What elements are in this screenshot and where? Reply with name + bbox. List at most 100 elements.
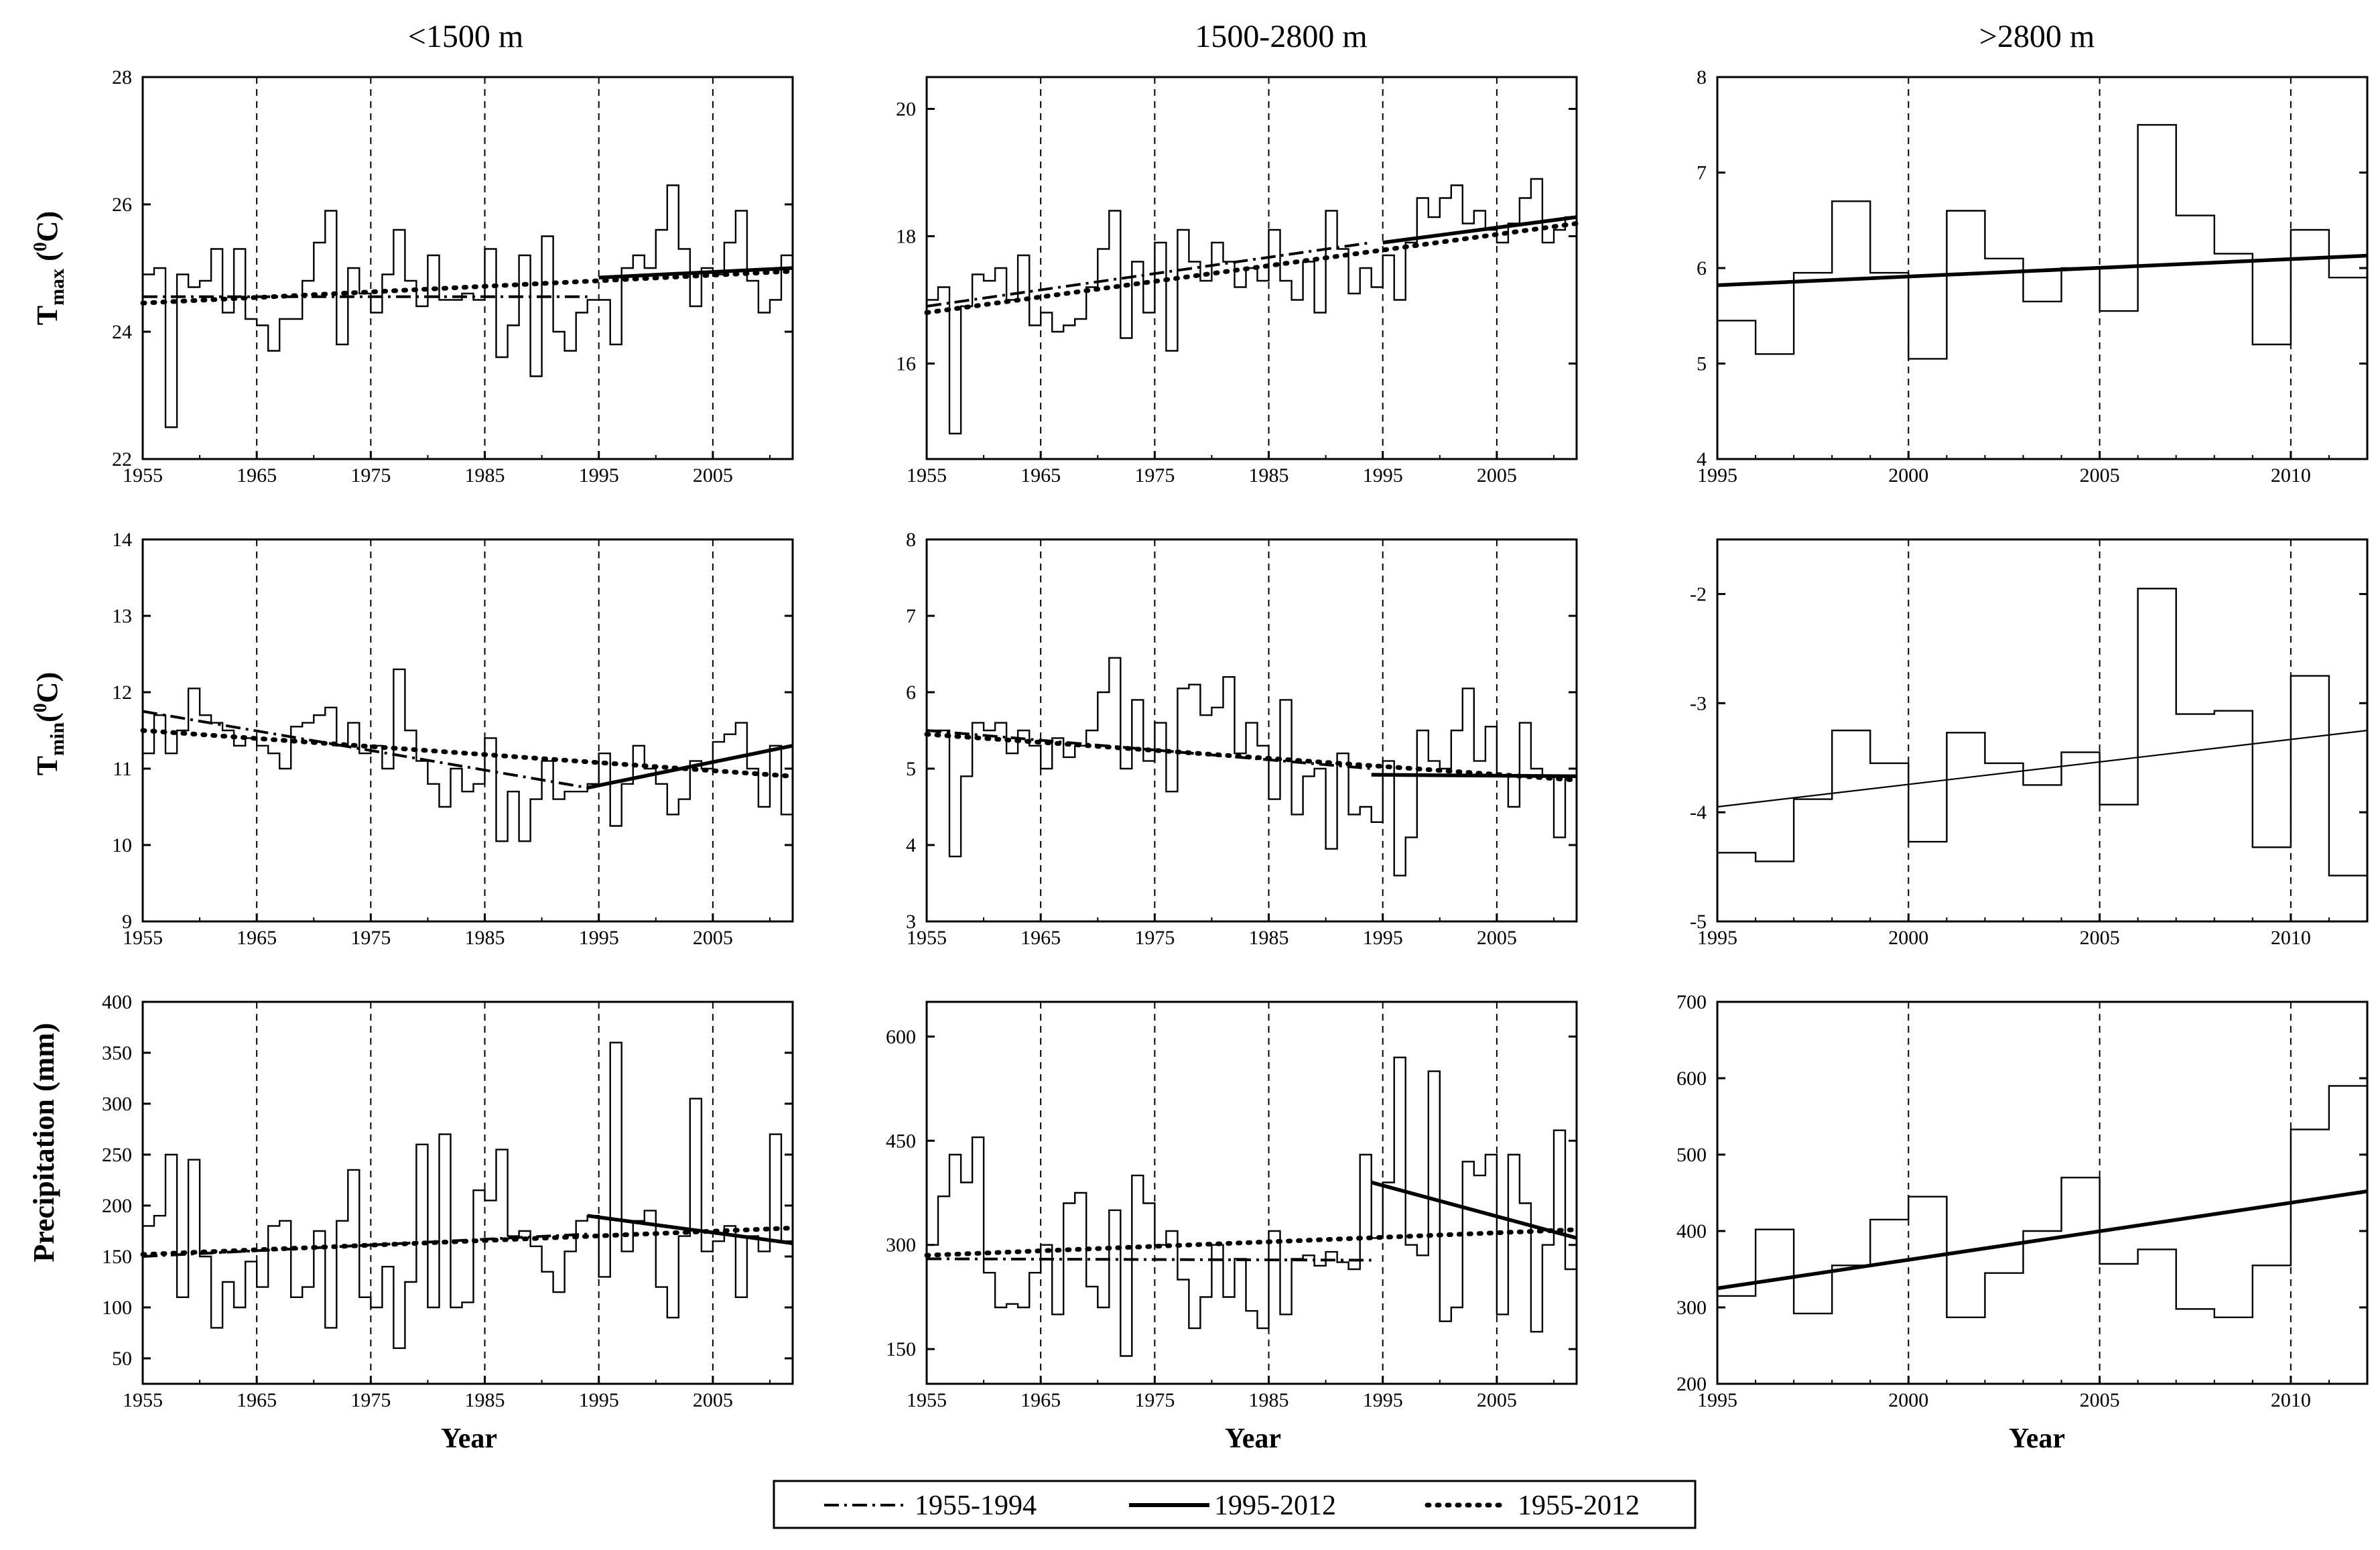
x-tick-label: 1955 (907, 1389, 947, 1411)
y-tick-label: 12 (112, 682, 132, 704)
y-tick-label: 250 (102, 1144, 132, 1166)
trend-line-dashdot (926, 241, 1372, 308)
y-tick-label: 150 (886, 1338, 916, 1360)
x-tick-label: 1955 (907, 464, 947, 487)
y-tick-label: 5 (906, 758, 916, 780)
y-tick-label: 5 (1697, 353, 1707, 375)
panel-tmin-gt2800-m: 1995 2000 2005 2010 -5 -4 -3 -2 (1690, 538, 2369, 949)
series-step-line (927, 657, 1578, 877)
y-tick-label: -5 (1690, 911, 1707, 933)
trend-line-dotted (140, 728, 795, 779)
x-tick-label: 1975 (1134, 464, 1175, 487)
plot-frame (925, 1000, 1578, 1385)
y-tick-label: 300 (1676, 1297, 1707, 1319)
y-tick-label: 400 (1676, 1220, 1707, 1242)
x-tick-label: 1985 (1249, 927, 1289, 949)
panel-precip-1500-2800-m: 1955 1965 1975 1985 1995 2005 150 300 450 600 (886, 1000, 1579, 1411)
y-tick-label: 8 (906, 529, 916, 551)
svg-text:Tmax (0C): Tmax (0C) (30, 211, 68, 325)
legend-label-1955-2012: 1955-2012 (1518, 1490, 1640, 1521)
y-tick-label: 7 (1697, 162, 1707, 184)
x-tick-label: 2005 (693, 464, 733, 487)
trend-line-dotted (924, 221, 1579, 315)
y-tick-label: -2 (1690, 583, 1707, 605)
trend-line-solid (587, 744, 793, 790)
y-tick-label: 500 (1676, 1144, 1707, 1166)
series-step-line (143, 668, 794, 842)
x-tick-label: 1965 (1020, 1389, 1061, 1411)
x-tick-label: 1975 (1134, 1389, 1175, 1411)
row-label-precip: Precipitation (mm) (27, 1023, 60, 1262)
trend-line-solid (1370, 1180, 1577, 1240)
x-tick-label: 2010 (2271, 464, 2311, 487)
y-tick-label: 9 (122, 911, 132, 933)
trend-line-dotted (140, 1225, 795, 1257)
y-tick-label: 18 (896, 226, 916, 248)
legend: 1955-1994 1995-2012 1955-2012 (773, 1480, 1697, 1529)
trend-line-dashdot (926, 1257, 1372, 1262)
svg-text:Tmin(0C): Tmin(0C) (30, 672, 68, 775)
y-tick-label: 150 (102, 1246, 132, 1268)
x-tick-label: 1965 (1020, 927, 1061, 949)
row-label-tmin: Tmin(0C) (30, 672, 68, 775)
series-step-line (1717, 124, 2369, 360)
y-tick-label: -4 (1690, 801, 1707, 824)
panel-tmax-gt2800-m: 1995 2000 2005 2010 4 5 6 7 8 (1697, 66, 2369, 487)
trend-line-solid (1371, 773, 1577, 779)
trend-line-solid (1382, 215, 1577, 245)
panel-precip-lt1500-m: 1955 1965 1975 1985 1995 2005 50 100 150 200 250 30… (102, 991, 795, 1411)
trend-line-solid (1717, 253, 2368, 287)
x-tick-label: 1985 (1249, 1389, 1289, 1411)
series-step-line (1717, 588, 2369, 877)
y-tick-label: 28 (112, 66, 132, 88)
row-label-tmax: Tmax (0C) (30, 211, 68, 325)
x-tick-label: 1995 (1363, 464, 1403, 487)
plot-frame (141, 76, 794, 460)
x-tick-label: 2005 (1477, 927, 1517, 949)
x-tick-label: 1995 (1697, 927, 1737, 949)
x-tick-label: 2005 (2080, 464, 2120, 487)
y-tick-label: 200 (1676, 1373, 1707, 1395)
x-tick-label: 1995 (1363, 927, 1403, 949)
x-tick-label: 1995 (1697, 464, 1737, 487)
y-tick-label: 600 (886, 1026, 916, 1048)
y-tick-label: 300 (886, 1234, 916, 1256)
x-tick-label: 1965 (237, 464, 277, 487)
series-step-line (927, 1056, 1578, 1357)
y-tick-label: 10 (112, 834, 132, 856)
y-tick-label: 4 (906, 834, 916, 856)
x-tick-label: 2000 (1888, 464, 1928, 487)
panel-tmax-1500-2800-m: 1955 1965 1975 1985 1995 2005 16 18 20 (896, 76, 1579, 487)
panel-precip-gt2800-m: 1995 2000 2005 2010 200 300 400 500 600 700 (1676, 991, 2369, 1411)
y-tick-label: 8 (1697, 66, 1707, 88)
x-tick-label: 1955 (123, 464, 163, 487)
y-tick-label: 14 (112, 529, 132, 551)
x-tick-label: 1955 (907, 927, 947, 949)
panel-tmax-lt1500-m: 1955 1965 1975 1985 1995 2005 22 24 26 28 (112, 66, 795, 487)
y-tick-label: 6 (906, 682, 916, 704)
y-tick-label: 50 (112, 1348, 132, 1370)
x-tick-label: 2000 (1888, 927, 1928, 949)
plot-frame (1716, 1000, 2369, 1385)
plot-frame (1716, 76, 2369, 460)
x-tick-label: 1995 (579, 464, 619, 487)
x-tick-label: 1985 (465, 927, 505, 949)
x-tick-label: 2010 (2271, 1389, 2311, 1411)
trend-line-solid (1717, 1189, 2368, 1291)
x-tick-label: 1995 (1697, 1389, 1737, 1411)
x-tick-label: 1955 (123, 927, 163, 949)
x-tick-label: 1985 (1249, 464, 1289, 487)
x-tick-label: 1975 (350, 927, 391, 949)
x-tick-label: 1955 (123, 1389, 163, 1411)
legend-label-1995-2012: 1995-2012 (1214, 1490, 1336, 1521)
trend-line-solid (587, 1214, 793, 1245)
series-step-line (927, 178, 1578, 435)
y-tick-label: 20 (896, 99, 916, 121)
y-tick-label: 400 (102, 991, 132, 1013)
y-tick-label: 700 (1676, 991, 1707, 1013)
column-title-low: <1500 m (408, 19, 523, 54)
x-tick-label: 1965 (1020, 464, 1061, 487)
x-tick-label: 1995 (579, 927, 619, 949)
